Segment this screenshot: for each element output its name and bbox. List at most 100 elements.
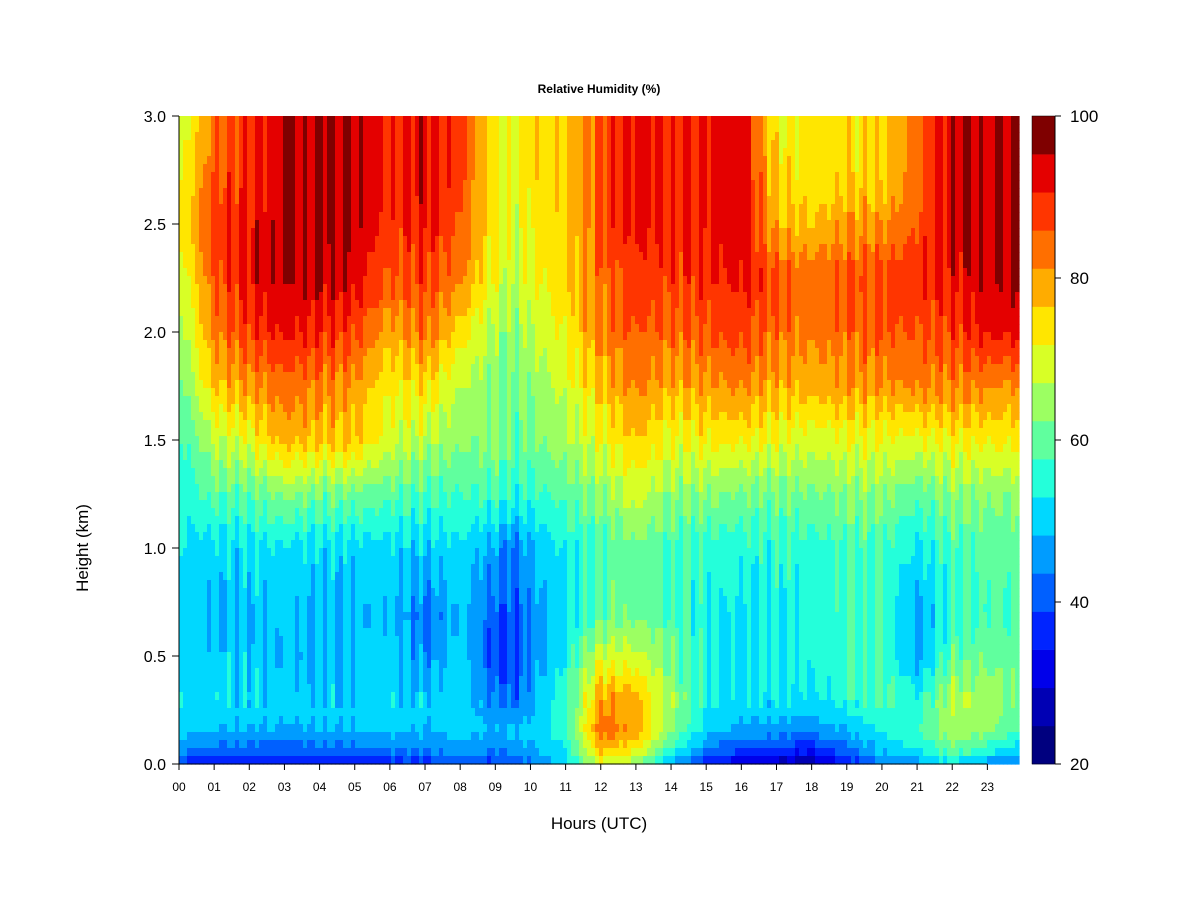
heatmap-cell: [307, 196, 312, 205]
heatmap-cell: [235, 196, 240, 205]
heatmap-cell: [183, 364, 188, 373]
heatmap-cell: [359, 252, 364, 261]
heatmap-cell: [367, 668, 372, 677]
heatmap-cell: [379, 116, 384, 125]
heatmap-cell: [311, 692, 316, 701]
heatmap-cell: [395, 164, 400, 173]
heatmap-cell: [339, 684, 344, 693]
heatmap-cell: [179, 620, 184, 629]
heatmap-cell: [423, 404, 428, 413]
heatmap-cell: [211, 708, 216, 717]
heatmap-cell: [343, 204, 348, 213]
heatmap-cell: [395, 228, 400, 237]
heatmap-cell: [379, 156, 384, 165]
heatmap-cell: [423, 316, 428, 325]
heatmap-cell: [299, 380, 304, 389]
heatmap-cell: [211, 220, 216, 229]
heatmap-cell: [371, 228, 376, 237]
heatmap-cell: [207, 276, 212, 285]
heatmap-cell: [335, 396, 340, 405]
heatmap-cell: [371, 436, 376, 445]
heatmap-cell: [403, 356, 408, 365]
heatmap-cell: [195, 196, 200, 205]
heatmap-cell: [331, 516, 336, 525]
heatmap-cell: [327, 428, 332, 437]
heatmap-cell: [211, 276, 216, 285]
heatmap-cell: [259, 652, 264, 661]
heatmap-cell: [347, 148, 352, 157]
heatmap-cell: [187, 356, 192, 365]
heatmap-cell: [239, 236, 244, 245]
heatmap-cell: [259, 700, 264, 709]
heatmap-cell: [239, 372, 244, 381]
heatmap-cell: [239, 604, 244, 613]
heatmap-cell: [287, 372, 292, 381]
heatmap-cell: [291, 708, 296, 717]
heatmap-cell: [355, 372, 360, 381]
heatmap-cell: [299, 684, 304, 693]
heatmap-cell: [211, 412, 216, 421]
heatmap-cell: [267, 332, 272, 341]
heatmap-cell: [223, 124, 228, 133]
heatmap-cell: [267, 716, 272, 725]
heatmap-cell: [263, 564, 268, 573]
heatmap-cell: [343, 532, 348, 541]
heatmap-cell: [379, 668, 384, 677]
heatmap-cell: [203, 356, 208, 365]
heatmap-cell: [243, 340, 248, 349]
heatmap-cell: [291, 220, 296, 229]
heatmap-cell: [251, 604, 256, 613]
heatmap-cell: [387, 132, 392, 141]
heatmap-cell: [179, 364, 184, 373]
heatmap-cell: [383, 316, 388, 325]
heatmap-cell: [375, 636, 380, 645]
heatmap-cell: [195, 612, 200, 621]
heatmap-cell: [235, 148, 240, 157]
heatmap-cell: [211, 260, 216, 269]
heatmap-cell: [407, 196, 412, 205]
heatmap-cell: [355, 180, 360, 189]
heatmap-cell: [351, 620, 356, 629]
heatmap-cell: [311, 348, 316, 357]
heatmap-cell: [203, 492, 208, 501]
heatmap-cell: [235, 596, 240, 605]
heatmap-cell: [383, 652, 388, 661]
heatmap-cell: [371, 540, 376, 549]
heatmap-cell: [335, 668, 340, 677]
heatmap-cell: [331, 316, 336, 325]
heatmap-cell: [279, 308, 284, 317]
heatmap-cell: [271, 620, 276, 629]
heatmap-cell: [251, 348, 256, 357]
heatmap-cell: [319, 580, 324, 589]
heatmap-cell: [359, 180, 364, 189]
heatmap-cell: [323, 396, 328, 405]
heatmap-cell: [379, 404, 384, 413]
heatmap-cell: [223, 684, 228, 693]
heatmap-cell: [295, 748, 300, 757]
heatmap-cell: [411, 204, 416, 213]
heatmap-cell: [215, 468, 220, 477]
heatmap-cell: [327, 492, 332, 501]
heatmap-cell: [203, 564, 208, 573]
heatmap-cell: [367, 204, 372, 213]
heatmap-cell: [363, 324, 368, 333]
heatmap-cell: [283, 588, 288, 597]
heatmap-cell: [267, 684, 272, 693]
heatmap-cell: [315, 500, 320, 509]
heatmap-cell: [343, 756, 348, 765]
heatmap-cell: [231, 284, 236, 293]
heatmap-cell: [383, 164, 388, 173]
heatmap-cell: [251, 300, 256, 309]
heatmap-cell: [239, 164, 244, 173]
heatmap-cell: [283, 428, 288, 437]
heatmap-cell: [279, 524, 284, 533]
heatmap-cell: [383, 676, 388, 685]
heatmap-cell: [315, 660, 320, 669]
heatmap-cell: [271, 204, 276, 213]
heatmap-cell: [179, 596, 184, 605]
heatmap-cell: [367, 540, 372, 549]
heatmap-cell: [395, 724, 400, 733]
heatmap-cell: [255, 548, 260, 557]
heatmap-cell: [327, 268, 332, 277]
heatmap-cell: [247, 332, 252, 341]
